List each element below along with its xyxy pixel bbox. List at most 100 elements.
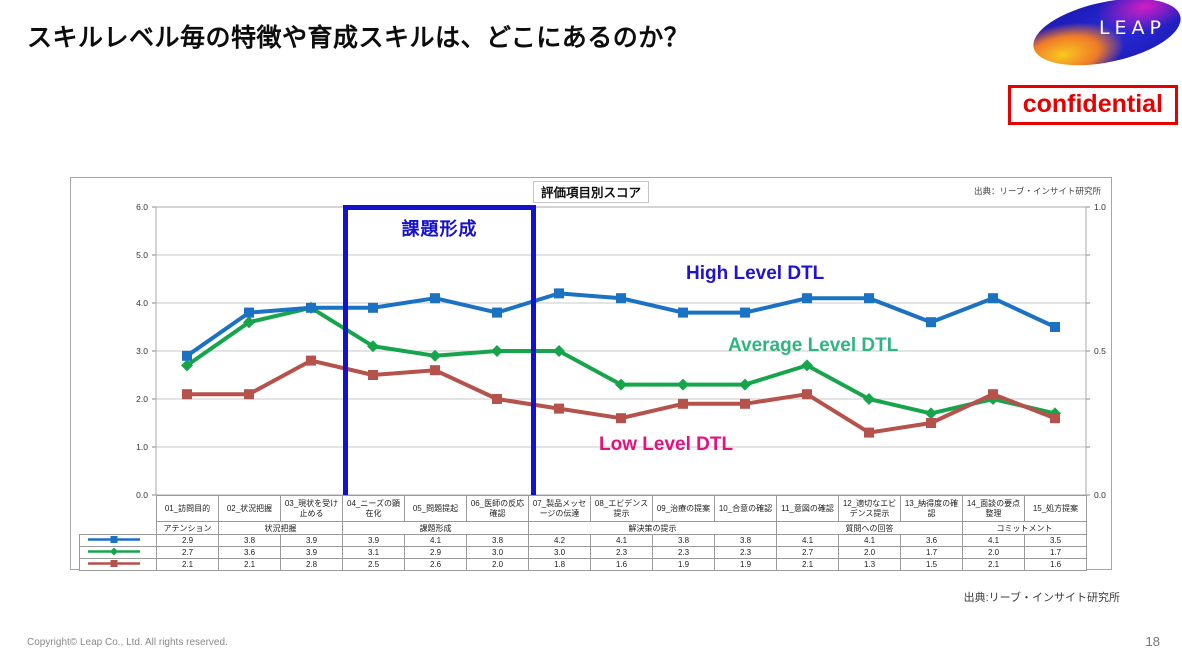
score-value-cell: 4.2 bbox=[528, 534, 591, 547]
score-value-cell: 1.6 bbox=[590, 558, 653, 571]
score-value-cell: 2.3 bbox=[652, 546, 715, 559]
score-value-cell: 2.5 bbox=[342, 558, 405, 571]
score-value-cell: 2.7 bbox=[156, 546, 219, 559]
page-number: 18 bbox=[1145, 634, 1160, 649]
score-value-cell: 3.5 bbox=[1024, 534, 1087, 547]
score-value-cell: 4.1 bbox=[404, 534, 467, 547]
score-value-cell: 1.5 bbox=[900, 558, 963, 571]
score-value-cell: 1.6 bbox=[1024, 558, 1087, 571]
score-value-cell: 2.1 bbox=[156, 558, 219, 571]
series-marker-square bbox=[616, 293, 626, 304]
category-header-cell: 10_合意の確認 bbox=[714, 495, 777, 522]
score-value-cell: 4.1 bbox=[962, 534, 1025, 547]
group-header-cell: 解決策の提示 bbox=[528, 521, 777, 535]
left-axis-label: 4.0 bbox=[136, 298, 148, 308]
series-marker-square bbox=[740, 398, 750, 409]
series-legend-icon bbox=[88, 536, 140, 543]
series-marker-square bbox=[368, 370, 378, 380]
leap-logo: LEAP bbox=[1027, 0, 1182, 77]
category-header-cell: 04_ニーズの顕在化 bbox=[342, 495, 405, 522]
score-value-cell: 1.8 bbox=[528, 558, 591, 571]
series-legend-cell bbox=[79, 534, 157, 547]
series-marker-square bbox=[802, 389, 812, 400]
score-value-cell: 2.9 bbox=[156, 534, 219, 547]
series-label-high-level-dtl: High Level DTL bbox=[686, 263, 825, 284]
left-axis-label: 0.0 bbox=[136, 490, 148, 500]
series-marker-square bbox=[244, 307, 254, 318]
score-value-cell: 2.8 bbox=[280, 558, 343, 571]
series-marker-square bbox=[554, 403, 564, 414]
score-value-cell: 4.1 bbox=[776, 534, 839, 547]
series-marker-square bbox=[306, 355, 316, 366]
series-marker-square bbox=[368, 302, 378, 313]
series-marker-square bbox=[492, 394, 502, 404]
score-value-cell: 3.1 bbox=[342, 546, 405, 559]
left-axis-label: 6.0 bbox=[136, 202, 148, 212]
left-axis-label: 5.0 bbox=[136, 250, 148, 260]
score-value-cell: 2.7 bbox=[776, 546, 839, 559]
series-marker-square bbox=[740, 307, 750, 318]
series-marker-square bbox=[306, 302, 316, 313]
series-legend-icon bbox=[88, 560, 140, 567]
score-value-cell: 3.8 bbox=[714, 534, 777, 547]
series-marker-square bbox=[1050, 413, 1060, 424]
confidential-badge: confidential bbox=[1007, 85, 1178, 125]
series-marker-square bbox=[492, 307, 502, 318]
series-marker-square bbox=[616, 413, 626, 424]
category-header-cell: 01_訪問目的 bbox=[156, 495, 219, 522]
series-marker-diamond bbox=[615, 378, 627, 391]
score-value-cell: 1.7 bbox=[900, 546, 963, 559]
score-value-cell: 3.0 bbox=[528, 546, 591, 559]
series-marker-square bbox=[864, 293, 874, 304]
score-value-cell: 1.9 bbox=[714, 558, 777, 571]
category-header-cell: 12_適切なエビデンス提示 bbox=[838, 495, 901, 522]
right-axis-label: 0.5 bbox=[1094, 346, 1106, 356]
footnote-source: 出典:リーブ・インサイト研究所 bbox=[963, 592, 1120, 604]
chart-source-note: 出典：リーブ・インサイト研究所 bbox=[974, 186, 1101, 196]
series-marker-diamond bbox=[367, 340, 379, 353]
series-marker-square bbox=[554, 288, 564, 299]
series-marker-square bbox=[182, 350, 192, 361]
leap-logo-text: LEAP bbox=[1098, 17, 1166, 39]
category-header-cell: 14_面談の要点整理 bbox=[962, 495, 1025, 522]
series-marker-square bbox=[244, 389, 254, 400]
score-value-cell: 3.8 bbox=[218, 534, 281, 547]
table-corner-cell bbox=[80, 522, 157, 535]
series-marker-diamond bbox=[491, 345, 503, 357]
score-value-cell: 2.0 bbox=[962, 546, 1025, 559]
series-marker-diamond bbox=[677, 378, 689, 391]
left-axis-label: 2.0 bbox=[136, 394, 148, 404]
score-value-cell: 1.9 bbox=[652, 558, 715, 571]
score-value-cell: 3.6 bbox=[900, 534, 963, 547]
series-label-low-level-dtl: Low Level DTL bbox=[599, 434, 734, 455]
page-title: スキルレベル毎の特徴や育成スキルは、どこにあるのか？ bbox=[27, 24, 690, 52]
category-header-cell: 15_処方提案 bbox=[1024, 495, 1087, 522]
score-table: 01_訪問目的 02_状況把握 03_現状を受け止める 04_ニーズの顕在化 05_問題… bbox=[79, 495, 1087, 571]
right-axis-label: 1.0 bbox=[1094, 202, 1106, 212]
series-marker-diamond bbox=[739, 378, 751, 391]
score-value-cell: 2.1 bbox=[776, 558, 839, 571]
score-value-cell: 2.1 bbox=[218, 558, 281, 571]
series-marker-diamond bbox=[181, 359, 193, 372]
series-marker-square bbox=[678, 398, 688, 409]
series-marker-diamond bbox=[925, 407, 937, 420]
score-value-cell: 2.0 bbox=[466, 558, 529, 571]
series-marker-square bbox=[678, 307, 688, 318]
series-marker-square bbox=[430, 293, 440, 304]
category-header-cell: 03_現状を受け止める bbox=[280, 495, 343, 522]
series-marker-square bbox=[430, 365, 440, 376]
series-marker-diamond bbox=[243, 316, 255, 329]
group-header-cell: 状況把握 bbox=[218, 521, 343, 535]
category-header-cell: 13_納得度の確認 bbox=[900, 495, 963, 522]
series-marker-diamond bbox=[801, 359, 813, 372]
series-marker-square bbox=[864, 427, 874, 438]
score-value-cell: 3.6 bbox=[218, 546, 281, 559]
category-header-cell: 11_意図の確認 bbox=[776, 495, 839, 522]
series-marker-square bbox=[1050, 322, 1060, 332]
score-value-cell: 3.9 bbox=[342, 534, 405, 547]
group-header-cell: コミットメント bbox=[962, 521, 1087, 535]
series-legend-cell bbox=[79, 546, 157, 559]
series-marker-diamond bbox=[429, 349, 441, 362]
series-legend-icon bbox=[88, 547, 140, 556]
score-value-cell: 2.1 bbox=[962, 558, 1025, 571]
